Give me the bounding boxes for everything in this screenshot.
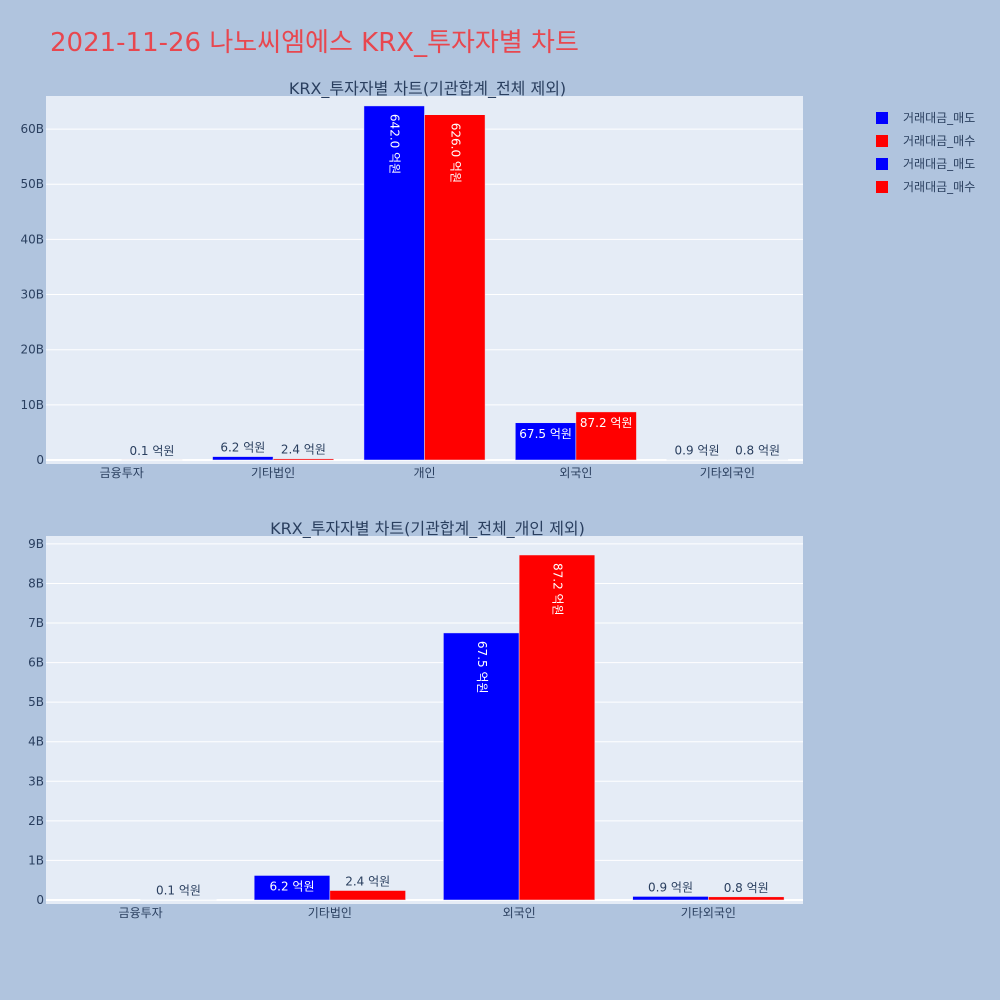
data-label: 0.9 억원 — [675, 444, 720, 458]
legend-label: 거래대금_매도 — [903, 157, 976, 171]
bar — [272, 458, 334, 461]
x-tick-label: 금융투자 — [119, 906, 163, 920]
y-tick-label: 30B — [20, 288, 44, 302]
bar — [443, 632, 520, 901]
data-label: 0.8 억원 — [735, 444, 780, 458]
x-tick-label: 기타외국인 — [700, 466, 755, 480]
y-tick-label: 6B — [28, 656, 44, 670]
data-label: 2.4 억원 — [281, 443, 326, 457]
y-tick-label: 7B — [28, 616, 44, 630]
y-tick-label: 3B — [28, 774, 44, 788]
y-tick-label: 50B — [20, 177, 44, 191]
data-label: 87.2 억원 — [580, 416, 633, 430]
y-tick-label: 9B — [28, 537, 44, 551]
legend-item-sell-1[interactable]: 거래대금_매도 — [876, 106, 975, 129]
x-tick-label: 개인 — [413, 466, 435, 480]
y-tick-label: 8B — [28, 576, 44, 590]
data-label: 2.4 억원 — [345, 875, 390, 889]
y-tick-label: 60B — [20, 122, 44, 136]
data-label: 0.8 억원 — [724, 881, 769, 895]
data-label: 6.2 억원 — [270, 879, 315, 893]
data-label: 67.5 억원 — [475, 641, 489, 694]
legend-swatch — [876, 111, 888, 124]
bar — [708, 896, 785, 901]
y-tick-label: 0 — [36, 893, 44, 907]
x-tick-label: 외국인 — [503, 906, 536, 920]
data-label: 642.0 억원 — [388, 114, 402, 174]
data-label: 0.9 억원 — [648, 880, 693, 894]
data-label: 67.5 억원 — [519, 427, 572, 441]
legend-swatch — [876, 180, 888, 193]
legend-item-buy-2[interactable]: 거래대금_매수 — [876, 175, 975, 198]
legend-label: 거래대금_매도 — [903, 111, 976, 125]
plot-area — [46, 536, 803, 904]
data-label: 87.2 억원 — [550, 563, 564, 616]
bar — [363, 105, 425, 461]
y-tick-label: 20B — [20, 343, 44, 357]
page-title: 2021-11-26 나노씨엠에스 KRX_투자자별 차트 — [50, 28, 579, 58]
bar — [212, 456, 274, 461]
bar — [253, 875, 331, 901]
legend-item-buy-1[interactable]: 거래대금_매수 — [876, 129, 975, 152]
legend-label: 거래대금_매수 — [903, 134, 976, 148]
legend-swatch — [876, 134, 888, 147]
x-tick-label: 기타외국인 — [681, 906, 736, 920]
y-tick-label: 0 — [36, 453, 44, 467]
legend-label: 거래대금_매수 — [903, 180, 976, 194]
x-tick-label: 기타법인 — [251, 466, 295, 480]
data-label: 626.0 억원 — [448, 123, 462, 183]
data-label: 6.2 억원 — [220, 441, 265, 455]
y-tick-label: 10B — [20, 398, 44, 412]
x-tick-label: 기타법인 — [308, 906, 352, 920]
bar — [515, 422, 577, 461]
bar — [518, 554, 596, 901]
y-tick-label: 1B — [28, 853, 44, 867]
bar — [575, 411, 637, 461]
y-tick-label: 5B — [28, 695, 44, 709]
bar — [424, 114, 486, 461]
legend-swatch — [876, 157, 888, 170]
bar — [632, 896, 709, 901]
data-label: 0.1 억원 — [156, 884, 201, 898]
chart-title: KRX_투자자별 차트(기관합계_전체 제외) — [289, 79, 566, 99]
chart-title: KRX_투자자별 차트(기관합계_전체_개인 제외) — [270, 519, 585, 539]
data-label: 0.1 억원 — [129, 444, 174, 458]
x-tick-label: 외국인 — [559, 466, 592, 480]
legend-item-sell-2[interactable]: 거래대금_매도 — [876, 152, 975, 175]
bar — [329, 890, 406, 901]
y-tick-label: 40B — [20, 232, 44, 246]
y-tick-label: 2B — [28, 814, 44, 828]
x-tick-label: 금융투자 — [100, 466, 144, 480]
legend[interactable]: 거래대금_매도 거래대금_매수 거래대금_매도 거래대금_매수 — [876, 106, 975, 198]
y-tick-label: 4B — [28, 735, 44, 749]
